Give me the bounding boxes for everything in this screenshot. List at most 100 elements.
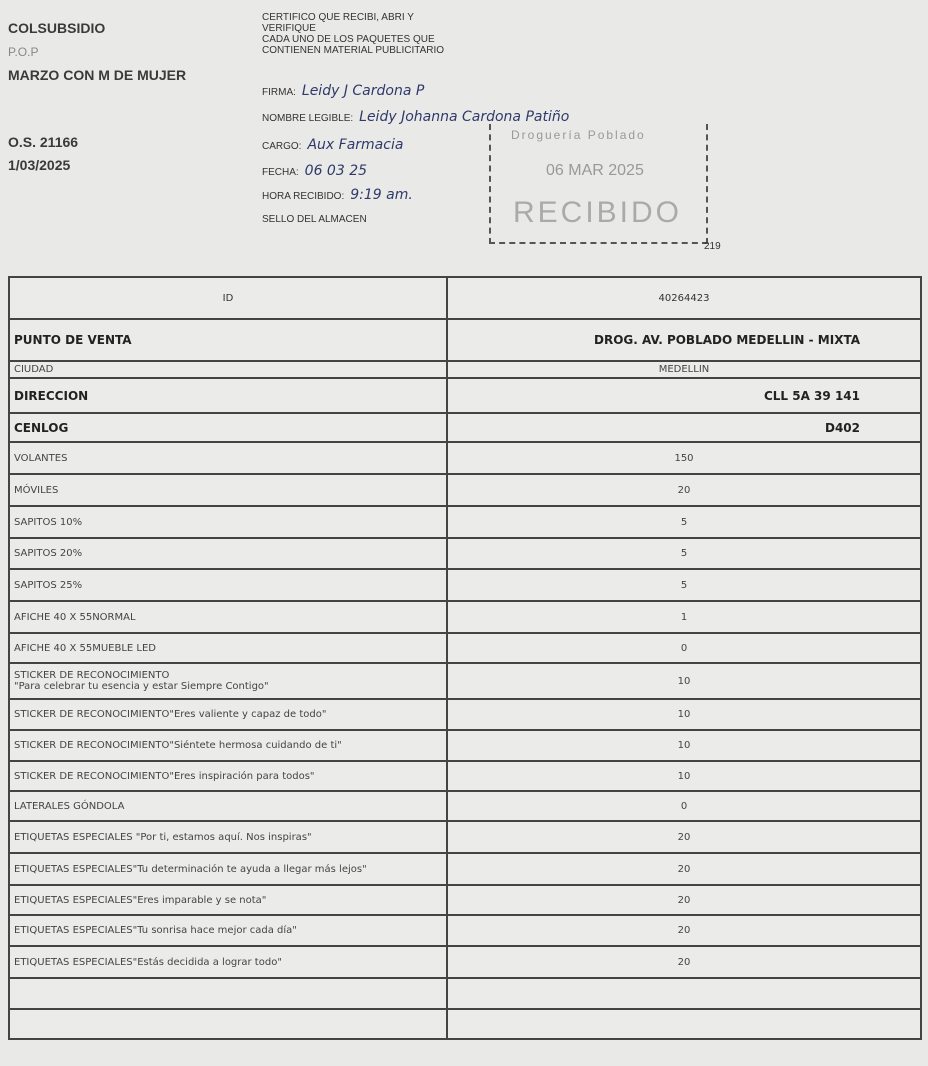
row-label: STICKER DE RECONOCIMIENTO"Eres valiente … xyxy=(8,698,448,731)
order-number: O.S. 21166 xyxy=(8,134,79,150)
row-value xyxy=(446,1008,922,1040)
row-label: AFICHE 40 X 55NORMAL xyxy=(8,600,448,634)
row-value: 10 xyxy=(446,662,922,700)
table-row: VOLANTES 150 xyxy=(8,441,922,475)
table-header-row: ID 40264423 xyxy=(8,276,922,320)
row-value: 5 xyxy=(446,568,922,602)
row-value: 5 xyxy=(446,505,922,539)
row-value: 10 xyxy=(446,760,922,792)
fecha-label: FECHA: xyxy=(262,167,299,178)
row-value: 0 xyxy=(446,790,922,822)
hora-value: 9:19 am. xyxy=(350,187,413,203)
firma-label: FIRMA: xyxy=(262,87,296,98)
table-row xyxy=(8,1008,922,1040)
table-row: SAPITOS 25% 5 xyxy=(8,568,922,602)
firma-signature: Leidy J Cardona P xyxy=(301,83,425,99)
row-label: AFICHE 40 X 55MUEBLE LED xyxy=(8,632,448,664)
id-value: 40264423 xyxy=(446,276,922,320)
row-label: DIRECCION xyxy=(8,377,448,414)
row-label: ETIQUETAS ESPECIALES"Eres imparable y se… xyxy=(8,884,448,916)
stamp-received: RECIBIDO xyxy=(513,196,683,229)
row-value: D402 xyxy=(446,412,922,443)
cert-line: CADA UNO DE LOS PAQUETES QUE xyxy=(262,34,435,45)
table-row: AFICHE 40 X 55NORMAL 1 xyxy=(8,600,922,634)
row-label xyxy=(8,977,448,1010)
stamp-number: 219 xyxy=(704,241,721,252)
row-value: 20 xyxy=(446,945,922,979)
table-row: ETIQUETAS ESPECIALES"Estás decidida a lo… xyxy=(8,945,922,979)
row-label: SAPITOS 20% xyxy=(8,537,448,570)
row-label: SAPITOS 25% xyxy=(8,568,448,602)
nombre-field: NOMBRE LEGIBLE: Leidy Johanna Cardona Pat… xyxy=(262,108,569,126)
id-label: ID xyxy=(8,276,448,320)
row-value: 20 xyxy=(446,852,922,886)
cert-line: CERTIFICO QUE RECIBI, ABRI Y xyxy=(262,12,414,23)
table-row: STICKER DE RECONOCIMIENTO"Eres valiente … xyxy=(8,698,922,731)
row-label: CENLOG xyxy=(8,412,448,443)
cert-line: VERIFIQUE xyxy=(262,23,316,34)
cert-line: CONTIENEN MATERIAL PUBLICITARIO xyxy=(262,45,445,56)
table-row: ETIQUETAS ESPECIALES"Tu determinación te… xyxy=(8,852,922,886)
row-value: 10 xyxy=(446,729,922,762)
row-label: ETIQUETAS ESPECIALES "Por ti, estamos aq… xyxy=(8,820,448,854)
row-value: 10 xyxy=(446,698,922,731)
row-label: MÓVILES xyxy=(8,473,448,507)
nombre-value: Leidy Johanna Cardona Patiño xyxy=(359,109,570,125)
row-value: 0 xyxy=(446,632,922,664)
sello-label: SELLO DEL ALMACEN xyxy=(262,214,367,225)
table-row: PUNTO DE VENTA DROG. AV. POBLADO MEDELLIN… xyxy=(8,318,922,362)
cargo-label: CARGO: xyxy=(262,141,302,152)
table-row: STICKER DE RECONOCIMIENTO"Siéntete hermo… xyxy=(8,729,922,762)
table-row: DIRECCION CLL 5A 39 141 xyxy=(8,377,922,414)
company-name: COLSUBSIDIO xyxy=(8,20,106,36)
row-value: CLL 5A 39 141 xyxy=(446,377,922,414)
campaign: MARZO CON M DE MUJER xyxy=(8,67,187,83)
row-value: 1 xyxy=(446,600,922,634)
fecha-value: 06 03 25 xyxy=(304,163,368,179)
table-row: MÓVILES 20 xyxy=(8,473,922,507)
material-table: ID 40264423 PUNTO DE VENTA DROG. AV. POBL… xyxy=(8,276,922,1040)
table-row: STICKER DE RECONOCIMIENTO"Eres inspiraci… xyxy=(8,760,922,792)
row-label xyxy=(8,1008,448,1040)
table-row: CENLOG D402 xyxy=(8,412,922,443)
table-row: CIUDAD MEDELLIN xyxy=(8,360,922,379)
table-row: AFICHE 40 X 55MUEBLE LED 0 xyxy=(8,632,922,664)
table-row: SAPITOS 20% 5 xyxy=(8,537,922,570)
cargo-value: Aux Farmacia xyxy=(307,137,404,153)
received-stamp: Droguería Poblado 06 MAR 2025 RECIBIDO xyxy=(489,124,708,244)
row-value: 150 xyxy=(446,441,922,475)
row-label: SAPITOS 10% xyxy=(8,505,448,539)
row-label: LATERALES GÓNDOLA xyxy=(8,790,448,822)
hora-label: HORA RECIBIDO: xyxy=(262,191,345,202)
code: P.O.P xyxy=(8,45,39,59)
row-label: CIUDAD xyxy=(8,360,448,379)
row-value: 20 xyxy=(446,820,922,854)
row-label: ETIQUETAS ESPECIALES"Tu sonrisa hace mej… xyxy=(8,914,448,947)
row-value: DROG. AV. POBLADO MEDELLIN - MIXTA xyxy=(446,318,922,362)
cargo-field: CARGO: Aux Farmacia xyxy=(262,136,403,154)
row-value: 20 xyxy=(446,914,922,947)
row-value: 20 xyxy=(446,473,922,507)
row-label: STICKER DE RECONOCIMIENTO"Siéntete hermo… xyxy=(8,729,448,762)
row-label: ETIQUETAS ESPECIALES"Estás decidida a lo… xyxy=(8,945,448,979)
row-value xyxy=(446,977,922,1010)
firma-field: FIRMA: Leidy J Cardona P xyxy=(262,82,424,100)
stamp-date: 06 MAR 2025 xyxy=(546,162,644,179)
row-label: STICKER DE RECONOCIMIENTO "Para celebrar… xyxy=(8,662,448,700)
table-row: ETIQUETAS ESPECIALES"Tu sonrisa hace mej… xyxy=(8,914,922,947)
table-row xyxy=(8,977,922,1010)
table-row: ETIQUETAS ESPECIALES"Eres imparable y se… xyxy=(8,884,922,916)
row-label: PUNTO DE VENTA xyxy=(8,318,448,362)
table-row: SAPITOS 10% 5 xyxy=(8,505,922,539)
hora-field: HORA RECIBIDO: 9:19 am. xyxy=(262,186,413,204)
row-value: MEDELLIN xyxy=(446,360,922,379)
fecha-field: FECHA: 06 03 25 xyxy=(262,162,367,180)
row-label: VOLANTES xyxy=(8,441,448,475)
row-label: STICKER DE RECONOCIMIENTO"Eres inspiraci… xyxy=(8,760,448,792)
nombre-label: NOMBRE LEGIBLE: xyxy=(262,113,354,124)
table-row: STICKER DE RECONOCIMIENTO "Para celebrar… xyxy=(8,662,922,700)
row-value: 5 xyxy=(446,537,922,570)
row-label: ETIQUETAS ESPECIALES"Tu determinación te… xyxy=(8,852,448,886)
table-row: LATERALES GÓNDOLA 0 xyxy=(8,790,922,822)
row-value: 20 xyxy=(446,884,922,916)
